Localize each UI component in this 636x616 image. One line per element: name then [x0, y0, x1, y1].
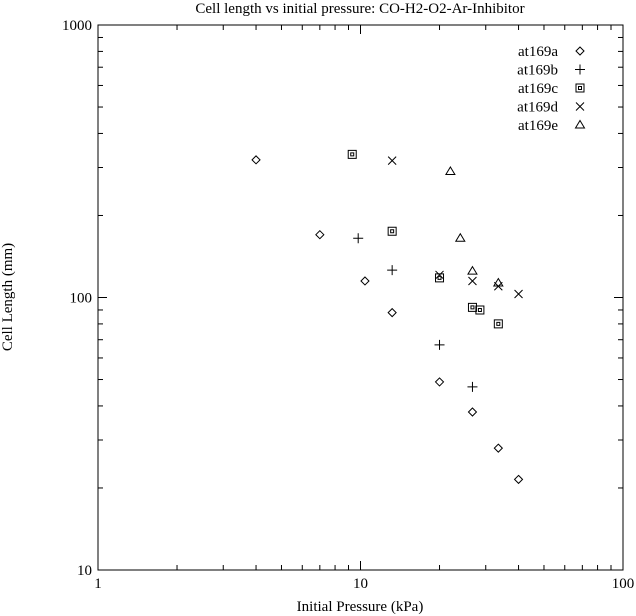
- legend-marker: [575, 46, 585, 56]
- point-at169b: [467, 381, 478, 392]
- series-at169c: [347, 149, 503, 329]
- legend-label: at169b: [517, 63, 558, 79]
- point-at169c: [493, 319, 503, 329]
- point-at169b: [353, 233, 364, 244]
- point-at169c: [467, 302, 477, 312]
- point-at169a: [315, 229, 325, 240]
- legend-marker: [575, 83, 585, 93]
- series-at169d: [387, 156, 523, 299]
- point-at169b: [387, 265, 398, 276]
- point-at169e: [445, 166, 456, 175]
- x-tick-label: 10: [353, 576, 368, 592]
- series-at169a: [251, 155, 524, 485]
- point-at169d: [387, 156, 397, 165]
- point-at169c: [387, 226, 397, 236]
- chart-title: Cell length vs initial pressure: CO-H2-O…: [195, 1, 524, 17]
- series-at169b: [353, 233, 478, 392]
- x-tick-label: 100: [612, 576, 635, 592]
- point-at169d: [468, 276, 477, 286]
- legend-label: at169c: [518, 81, 558, 97]
- point-at169a: [387, 307, 397, 318]
- legend-label: at169a: [518, 44, 558, 60]
- legend: at169a at169b at169c at169d at169e: [517, 44, 586, 134]
- x-tick-label: 1: [94, 576, 102, 592]
- y-axis-label: Cell Length (mm): [0, 243, 16, 351]
- y-tick-labels: 10 100 1000: [62, 18, 92, 579]
- legend-label: at169e: [518, 118, 558, 134]
- x-axis-label: Initial Pressure (kPa): [297, 599, 424, 615]
- legend-marker: [575, 64, 585, 75]
- point-at169e: [492, 277, 504, 287]
- point-at169d: [435, 270, 444, 280]
- point-at169a: [493, 443, 504, 453]
- point-at169b: [434, 339, 445, 350]
- y-tick-label: 10: [77, 563, 92, 579]
- legend-label: at169d: [517, 100, 558, 116]
- point-at169e: [467, 265, 478, 275]
- point-at169d: [514, 289, 523, 299]
- point-at169a: [513, 474, 524, 485]
- point-at169a: [251, 155, 261, 165]
- x-tick-labels: 1 10 100: [94, 576, 634, 592]
- point-at169e: [454, 232, 466, 242]
- point-at169a: [434, 377, 445, 387]
- point-at169a: [360, 276, 370, 286]
- legend-marker: [574, 119, 586, 129]
- point-at169a: [467, 407, 478, 417]
- y-tick-label: 100: [70, 291, 93, 307]
- legend-marker: [575, 102, 585, 111]
- point-at169c: [347, 149, 357, 159]
- data-points: [251, 149, 524, 485]
- axis-ticks: [97, 24, 624, 571]
- point-at169c: [475, 305, 485, 315]
- series-at169e: [445, 166, 504, 287]
- y-tick-label: 1000: [62, 18, 92, 34]
